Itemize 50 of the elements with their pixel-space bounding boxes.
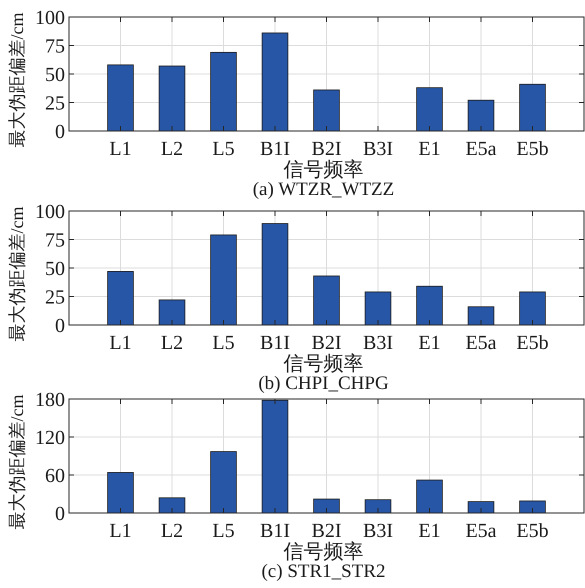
y-tick-label: 0: [55, 121, 65, 143]
y-tick-label: 75: [45, 230, 65, 252]
x-tick-label: E5b: [516, 138, 549, 160]
x-tick-label: E5b: [516, 332, 549, 354]
y-axis-title: 最大伪距偏差/cm: [7, 12, 27, 148]
x-tick-label: E5a: [465, 138, 497, 160]
x-tick-label: B1I: [260, 520, 290, 542]
x-tick-label: L1: [109, 520, 132, 542]
x-tick-label: B1I: [260, 332, 290, 354]
x-axis-title: 信号频率: [284, 541, 364, 563]
x-tick-label: E1: [418, 332, 441, 354]
x-tick-label: E1: [418, 520, 441, 542]
x-tick-label: L2: [160, 332, 184, 354]
y-tick-label: 25: [45, 286, 65, 308]
y-tick-label: 60: [45, 465, 65, 487]
y-tick-label: 120: [35, 427, 65, 449]
y-axis-title: 最大伪距偏差/cm: [7, 206, 27, 342]
x-tick-label: B3I: [363, 138, 393, 160]
x-tick-label: B3I: [363, 520, 393, 542]
x-tick-label: B2I: [312, 138, 342, 160]
x-tick-label: L2: [160, 138, 184, 160]
x-tick-label: L2: [160, 520, 184, 542]
y-tick-label: 100: [35, 7, 65, 29]
x-tick-label: B2I: [312, 332, 342, 354]
x-tick-label: E5a: [465, 520, 497, 542]
x-tick-label: L5: [212, 520, 235, 542]
y-tick-label: 100: [35, 201, 65, 223]
x-axis-title: 信号频率: [284, 353, 364, 375]
y-tick-label: 50: [45, 258, 65, 280]
y-tick-label: 180: [35, 389, 65, 411]
x-tick-label: B3I: [363, 332, 393, 354]
y-tick-label: 0: [55, 315, 65, 337]
text: (c) STR1_STR2: [261, 561, 386, 582]
x-tick-label: B2I: [312, 520, 342, 542]
x-tick-label: L1: [109, 332, 132, 354]
y-tick-label: 75: [45, 36, 65, 58]
y-tick-label: 25: [45, 92, 65, 114]
x-tick-label: L5: [212, 332, 235, 354]
x-tick-label: L5: [212, 138, 235, 160]
x-tick-label: E5a: [465, 332, 497, 354]
y-axis-title: 最大伪距偏差/cm: [7, 394, 27, 530]
x-tick-label: B1I: [260, 138, 290, 160]
text: (b) CHPI_CHPG: [258, 373, 389, 394]
text: (a) WTZR_WTZZ: [252, 179, 394, 200]
x-tick-label: E1: [418, 138, 441, 160]
x-axis-title: 信号频率: [284, 159, 364, 181]
x-tick-label: L1: [109, 138, 132, 160]
y-tick-label: 0: [55, 503, 65, 525]
y-tick-label: 50: [45, 64, 65, 86]
x-tick-label: E5b: [516, 520, 549, 542]
